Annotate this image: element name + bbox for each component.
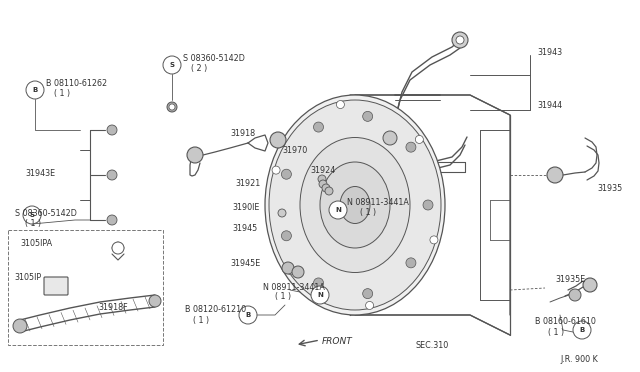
Text: ( 1 ): ( 1 ): [25, 218, 41, 228]
Text: S 08360-5142D: S 08360-5142D: [15, 208, 77, 218]
Circle shape: [569, 289, 581, 301]
Text: SEC.310: SEC.310: [416, 340, 449, 350]
Text: ( 1 ): ( 1 ): [548, 327, 564, 337]
Text: 31943: 31943: [537, 48, 562, 57]
Circle shape: [452, 32, 468, 48]
Circle shape: [406, 258, 416, 268]
Circle shape: [383, 131, 397, 145]
Circle shape: [169, 104, 175, 110]
Text: ( 1 ): ( 1 ): [193, 315, 209, 324]
Text: 31944: 31944: [537, 100, 562, 109]
Circle shape: [107, 170, 117, 180]
Circle shape: [167, 102, 177, 112]
Circle shape: [282, 231, 291, 241]
Text: J.R. 900 K: J.R. 900 K: [560, 356, 598, 365]
Text: 3190lE: 3190lE: [232, 202, 259, 212]
Text: 31921: 31921: [235, 179, 260, 187]
Text: N 08911-3441A: N 08911-3441A: [347, 198, 409, 206]
Text: B 08110-61262: B 08110-61262: [46, 78, 107, 87]
Circle shape: [278, 209, 286, 217]
Circle shape: [112, 242, 124, 254]
Circle shape: [319, 180, 327, 188]
Circle shape: [107, 125, 117, 135]
Circle shape: [239, 306, 257, 324]
Circle shape: [365, 301, 374, 310]
Text: S: S: [29, 212, 35, 218]
Bar: [8, 230, 163, 345]
Circle shape: [149, 295, 161, 307]
Circle shape: [314, 278, 323, 288]
Circle shape: [282, 169, 291, 179]
Text: S: S: [170, 62, 175, 68]
Circle shape: [322, 184, 330, 192]
Circle shape: [456, 36, 464, 44]
Text: B: B: [33, 87, 38, 93]
Text: ( 2 ): ( 2 ): [191, 64, 207, 73]
Circle shape: [287, 267, 294, 275]
Circle shape: [107, 215, 117, 225]
Text: B: B: [245, 312, 251, 318]
Circle shape: [272, 166, 280, 174]
Circle shape: [415, 135, 423, 144]
Text: N: N: [317, 292, 323, 298]
Circle shape: [270, 132, 286, 148]
Text: 31943E: 31943E: [25, 169, 55, 177]
Text: 31945: 31945: [232, 224, 257, 232]
Circle shape: [583, 278, 597, 292]
Circle shape: [13, 319, 27, 333]
Ellipse shape: [340, 186, 370, 224]
Text: 31924: 31924: [310, 166, 335, 174]
Circle shape: [282, 262, 294, 274]
Text: 31935E: 31935E: [555, 276, 585, 285]
Text: 31918F: 31918F: [98, 304, 127, 312]
Text: B 08160-61610: B 08160-61610: [535, 317, 596, 327]
Text: ( 1 ): ( 1 ): [54, 89, 70, 97]
Ellipse shape: [320, 162, 390, 248]
Circle shape: [423, 200, 433, 210]
Circle shape: [325, 187, 333, 195]
Circle shape: [406, 142, 416, 152]
Ellipse shape: [300, 138, 410, 273]
Circle shape: [23, 206, 41, 224]
Text: 3105lPA: 3105lPA: [20, 238, 52, 247]
Circle shape: [163, 56, 181, 74]
Text: 31918: 31918: [230, 128, 255, 138]
Text: ( 1 ): ( 1 ): [275, 292, 291, 301]
Circle shape: [430, 236, 438, 244]
Text: S 08360-5142D: S 08360-5142D: [183, 54, 245, 62]
Circle shape: [363, 111, 372, 121]
Text: B: B: [579, 327, 584, 333]
Ellipse shape: [269, 100, 441, 310]
Text: 3105lP: 3105lP: [14, 273, 41, 282]
Circle shape: [187, 147, 203, 163]
Circle shape: [314, 122, 323, 132]
Circle shape: [292, 266, 304, 278]
Circle shape: [573, 321, 591, 339]
Text: 31970: 31970: [282, 145, 307, 154]
Text: 31935: 31935: [597, 183, 622, 192]
Circle shape: [547, 167, 563, 183]
Text: FRONT: FRONT: [322, 337, 353, 346]
FancyBboxPatch shape: [44, 277, 68, 295]
Circle shape: [318, 175, 326, 183]
Circle shape: [337, 100, 344, 109]
Text: ( 1 ): ( 1 ): [360, 208, 376, 217]
Ellipse shape: [265, 95, 445, 315]
Text: N: N: [335, 207, 341, 213]
Text: B 08120-61210: B 08120-61210: [185, 305, 246, 314]
Text: N 08911-3441A: N 08911-3441A: [263, 282, 325, 292]
Circle shape: [363, 289, 372, 299]
Text: 31945E: 31945E: [230, 260, 260, 269]
Circle shape: [26, 81, 44, 99]
Circle shape: [329, 201, 347, 219]
Circle shape: [311, 286, 329, 304]
